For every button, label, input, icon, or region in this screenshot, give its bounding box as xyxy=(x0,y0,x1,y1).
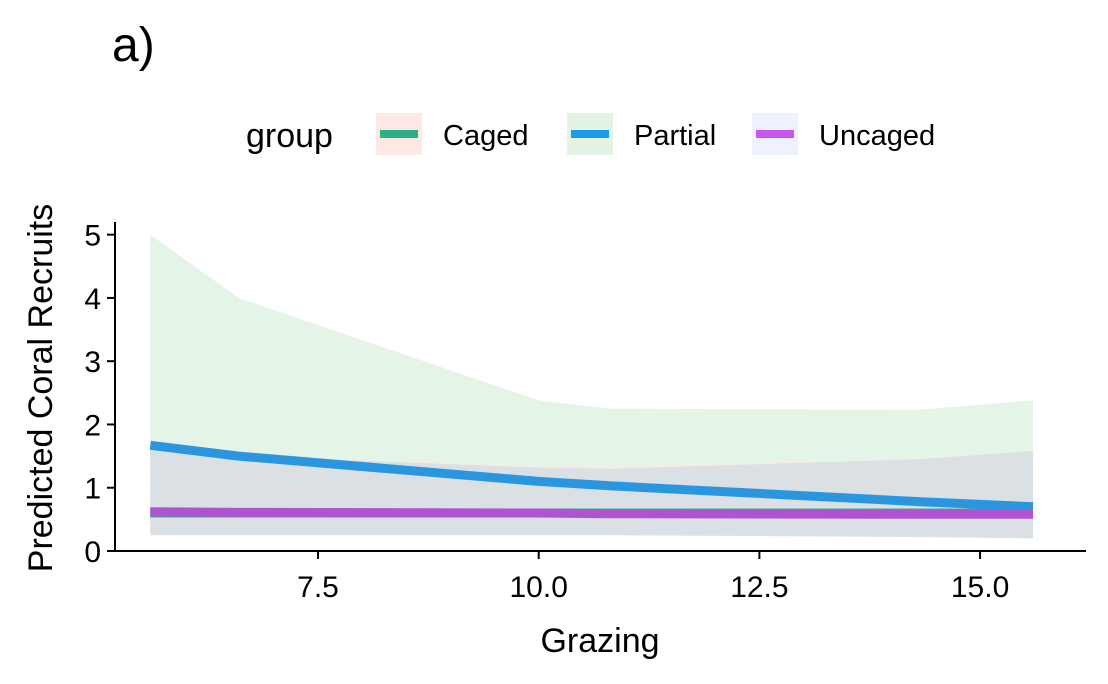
legend-label: Partial xyxy=(634,120,716,152)
y-tick-label: 2 xyxy=(84,409,101,442)
panel-label: a) xyxy=(112,19,155,72)
x-tick-label: 12.5 xyxy=(730,571,788,604)
y-tick-label: 3 xyxy=(84,346,101,379)
x-tick-label: 10.0 xyxy=(510,571,568,604)
x-ticks: 7.5 10.0 12.5 15.0 xyxy=(297,551,1009,604)
x-tick-label: 15.0 xyxy=(951,571,1009,604)
line-partial xyxy=(149,440,1034,512)
y-tick-label: 1 xyxy=(84,473,101,506)
x-tick-label: 7.5 xyxy=(297,571,339,604)
x-axis-title: Grazing xyxy=(540,622,659,660)
line-uncaged xyxy=(150,507,1033,519)
series-lines xyxy=(149,440,1034,519)
y-tick-label: 5 xyxy=(84,220,101,253)
legend-title: group xyxy=(246,117,333,155)
legend-label: Caged xyxy=(443,120,528,152)
legend: group Caged Partial Uncaged xyxy=(246,113,935,155)
legend-entry-uncaged: Uncaged xyxy=(752,113,935,155)
y-axis-title: Predicted Coral Recruits xyxy=(22,204,60,572)
axes xyxy=(114,222,1086,552)
y-ticks: 0 1 2 3 4 5 xyxy=(84,220,115,569)
y-tick-label: 0 xyxy=(84,536,101,569)
confidence-ribbons xyxy=(150,234,1034,539)
legend-label: Uncaged xyxy=(819,120,935,152)
y-tick-label: 4 xyxy=(84,283,101,316)
legend-entry-partial: Partial xyxy=(567,113,716,155)
legend-entry-caged: Caged xyxy=(376,113,528,155)
